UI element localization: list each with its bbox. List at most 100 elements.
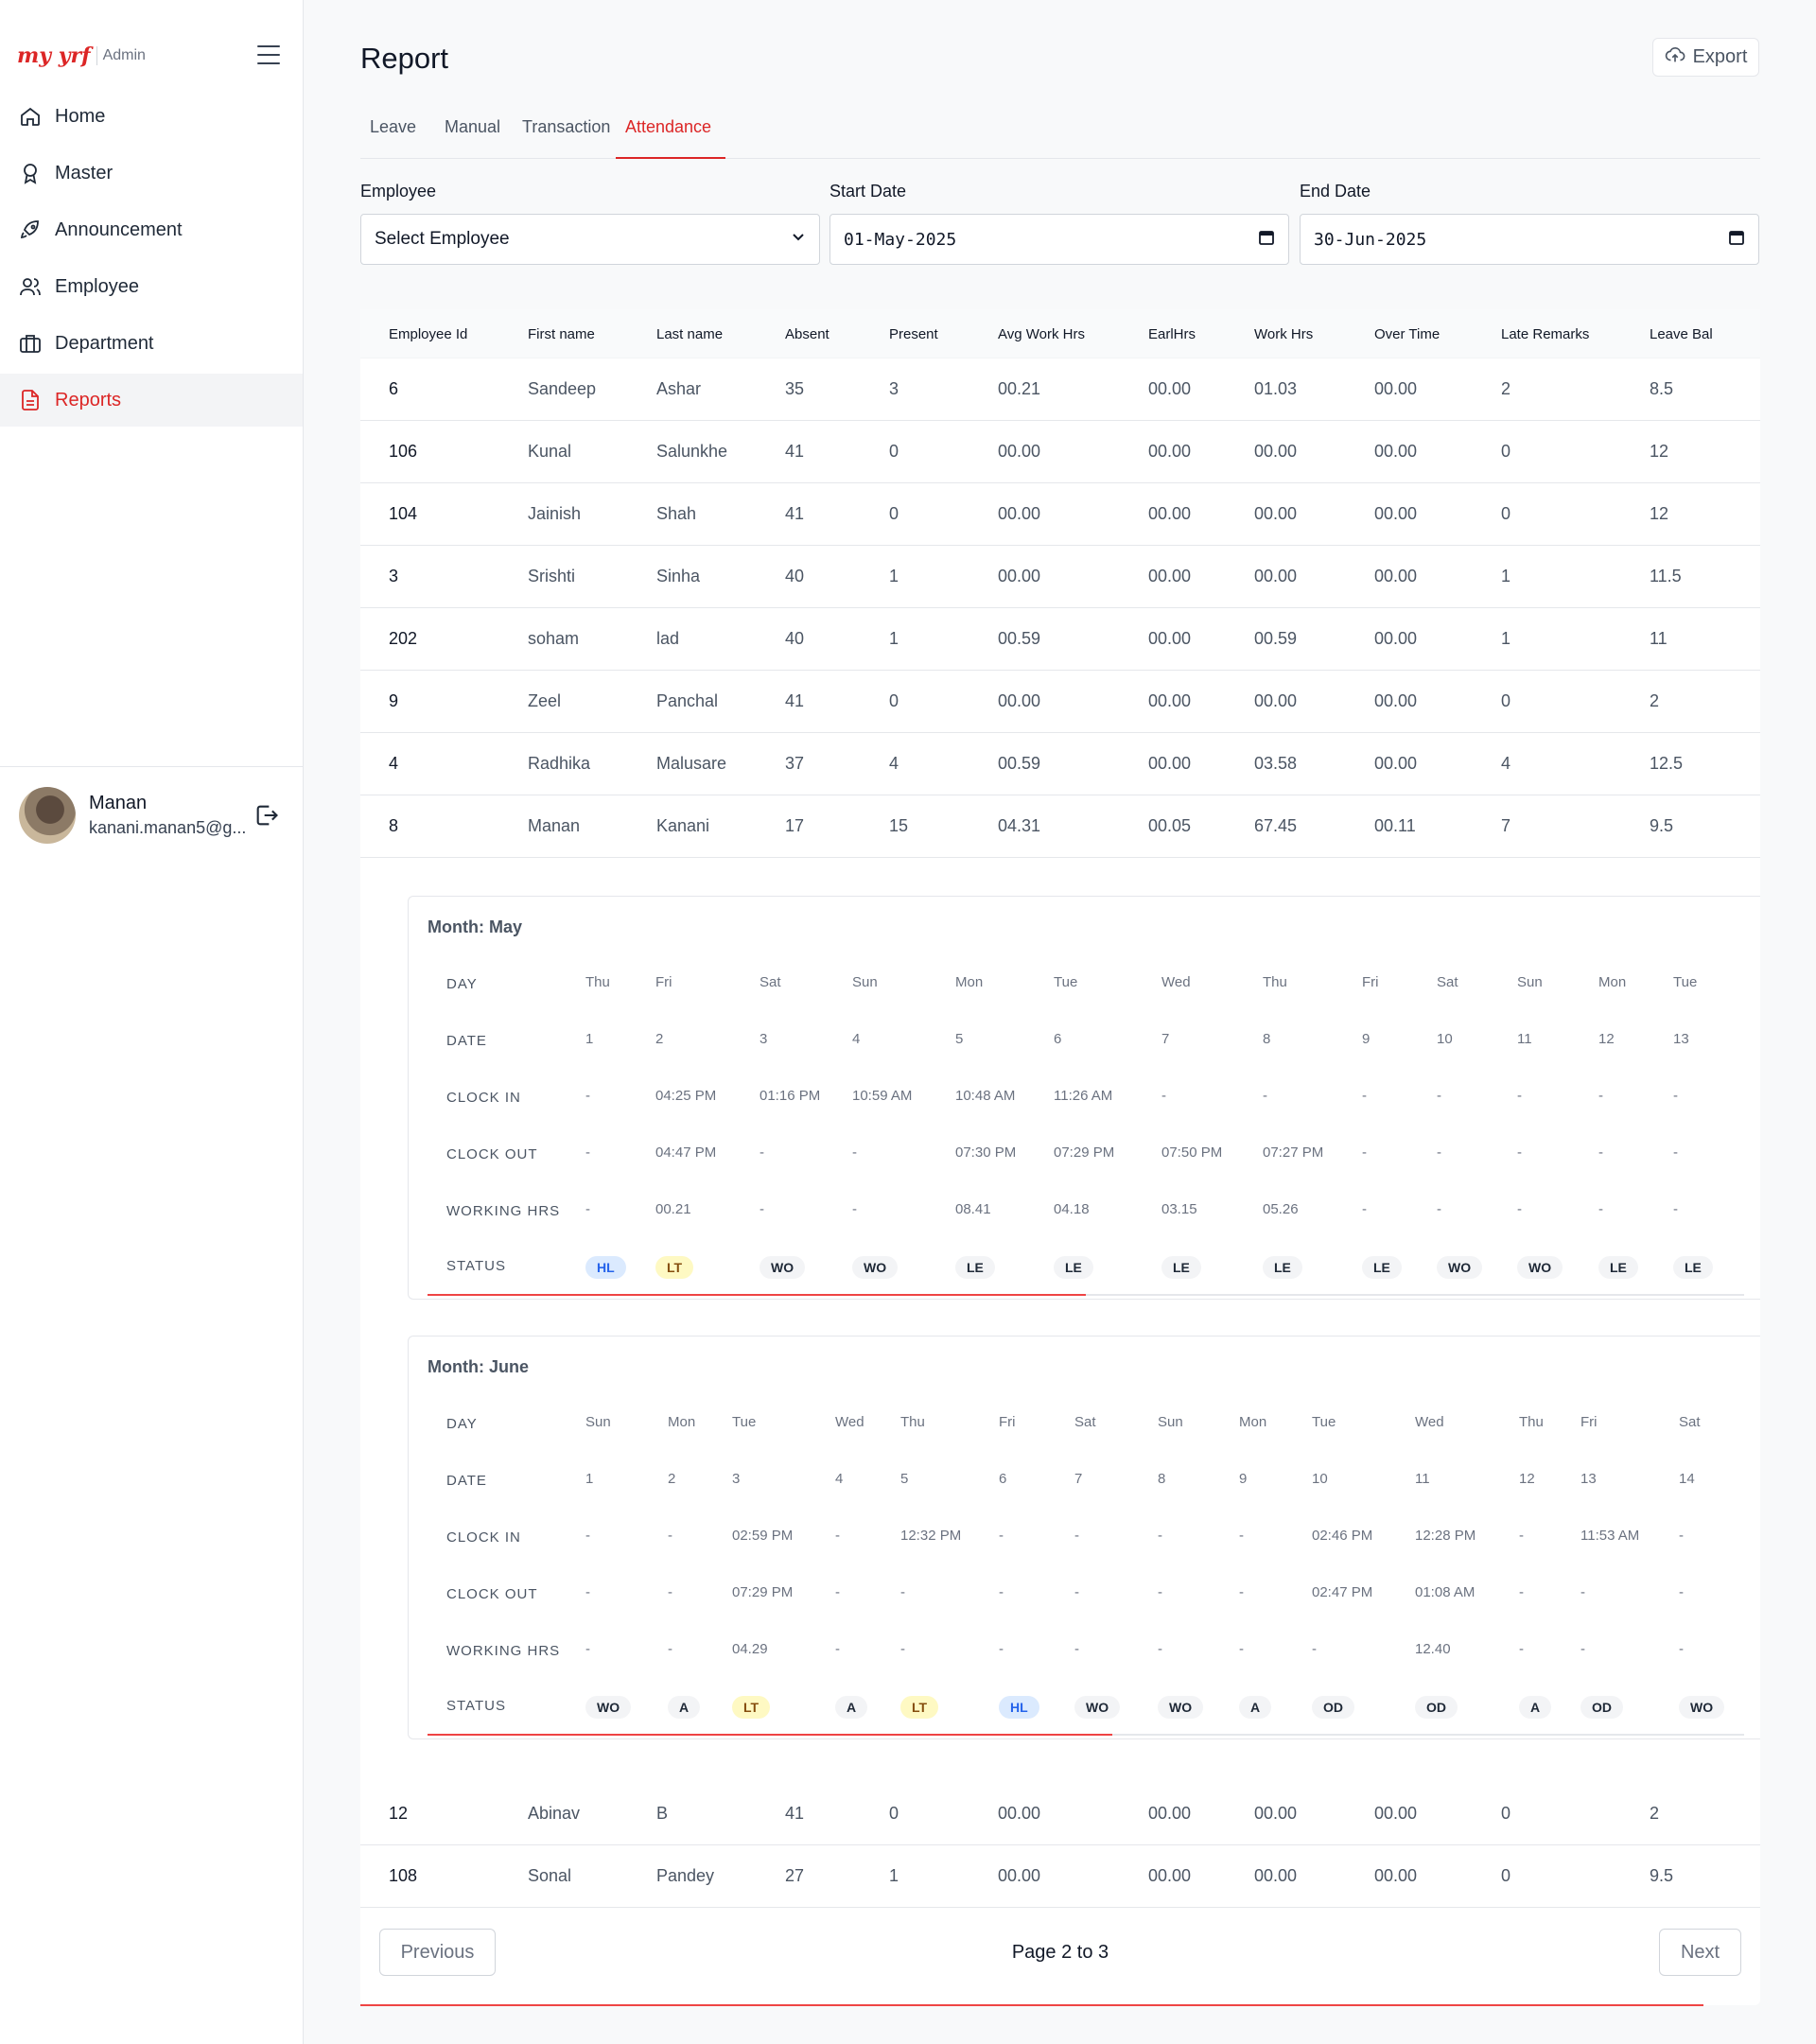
detail-out-cell: - [668,1584,672,1600]
table-row[interactable]: 3 Srishti Sinha 40 1 00.00 00.00 00.00 00.00 1 11.… [360,546,1760,608]
detail-hrs-cell: - [1517,1201,1522,1217]
horizontal-scrollbar[interactable] [360,2004,1703,2006]
table-cell: 00.00 [998,1866,1041,1885]
table-cell: 1 [889,1866,899,1885]
detail-in-cell: 12:32 PM [900,1528,962,1544]
month-scrollbar-thumb[interactable] [428,1734,1112,1736]
table-cell: 7 [1501,816,1511,835]
rocket-icon [19,218,42,241]
detail-date-cell: 11 [1517,1031,1532,1047]
column-header: Employee Id [389,326,468,342]
page-indicator: Page 2 to 3 [1011,1942,1109,1963]
table-cell: Zeel [528,691,562,710]
table-row[interactable]: 104 Jainish Shah 41 0 00.00 00.00 00.00 00.00 0 12 [360,483,1760,546]
avatar[interactable] [19,787,76,844]
tab-transaction[interactable]: Transaction [522,117,611,136]
table-cell: 00.21 [998,379,1041,398]
detail-out-cell: - [1437,1144,1441,1161]
table-cell: 00.00 [1148,691,1192,710]
table-cell: 67.45 [1254,816,1298,835]
table-row[interactable]: 108 Sonal Pandey 27 1 00.00 00.00 00.00 00.00 0 9.… [360,1845,1760,1908]
employee-id-cell: 106 [389,442,418,461]
detail-hrs-cell: - [1074,1641,1079,1657]
table-row[interactable]: 12 Abinav B 41 0 00.00 00.00 00.00 00.00 0 2 [360,1783,1760,1845]
month-scrollbar[interactable] [428,1294,1744,1296]
table-cell: 4 [1501,754,1511,773]
table-row[interactable]: 9 Zeel Panchal 41 0 00.00 00.00 00.00 00.00 0 2 [360,671,1760,733]
detail-day-cell: Thu [1519,1414,1544,1430]
detail-day-cell: Sat [1437,974,1458,990]
previous-button[interactable]: Previous [379,1929,496,1976]
table-cell: 04.31 [998,816,1041,835]
detail-out-cell: - [1517,1144,1522,1161]
detail-hrs-cell: - [668,1641,672,1657]
user-info: Manan kanani.manan5@g... [89,793,246,838]
sidebar-item-announcement[interactable]: Announcement [0,203,303,256]
table-row[interactable]: 106 Kunal Salunkhe 41 0 00.00 00.00 00.00 00.00 0… [360,421,1760,483]
status-badge: A [1519,1696,1552,1719]
start-date-input[interactable]: 01-May-2025 [829,214,1289,265]
chevron-down-icon [791,229,806,250]
table-cell: 12 [1650,442,1669,461]
month-scrollbar[interactable] [428,1734,1744,1736]
calendar-icon[interactable] [1728,229,1745,251]
detail-hrs-cell: 08.41 [955,1201,991,1217]
month-scrollbar-thumb[interactable] [428,1294,1086,1296]
detail-day-cell: Mon [668,1414,696,1430]
tab-manual[interactable]: Manual [445,117,501,136]
table-cell: 1 [1501,629,1511,648]
table-cell: 00.00 [1148,504,1192,523]
tab-attendance[interactable]: Attendance [616,117,725,159]
table-cell: 1 [1501,567,1511,585]
table-cell: 00.00 [1254,1804,1298,1823]
table-row[interactable]: 202 soham lad 40 1 00.59 00.00 00.59 00.00 1 11 [360,608,1760,671]
table-cell: soham [528,629,580,648]
table-row[interactable]: 4 Radhika Malusare 37 4 00.59 00.00 03.58 00.00 4… [360,733,1760,795]
detail-out-cell: - [760,1144,764,1161]
table-cell: Malusare [656,754,727,773]
detail-in-cell: - [1074,1528,1079,1544]
pagination: Previous Page 2 to 3 Next [360,1908,1760,1993]
detail-out-cell: 07:50 PM [1161,1144,1223,1161]
status-badge: WO [1158,1696,1204,1719]
detail-day-cell: Tue [1054,974,1078,990]
detail-in-cell: - [1263,1088,1267,1104]
detail-in-cell: - [835,1528,840,1544]
sidebar-item-employee[interactable]: Employee [0,260,303,313]
table-row[interactable]: 6 Sandeep Ashar 35 3 00.21 00.00 01.03 00.00 2 8.5 [360,358,1760,421]
status-badge: LT [900,1696,939,1719]
detail-date-cell: 9 [1362,1031,1371,1047]
file-text-icon [19,389,42,411]
table-cell: 00.00 [1254,1866,1298,1885]
end-date-input[interactable]: 30-Jun-2025 [1300,214,1759,265]
sidebar-item-reports[interactable]: Reports [0,374,303,427]
detail-out-cell: - [1519,1584,1524,1600]
sidebar-item-home[interactable]: Home [0,90,303,143]
next-button[interactable]: Next [1659,1929,1741,1976]
table-cell: 2 [1501,379,1511,398]
export-button[interactable]: Export [1652,38,1759,77]
menu-toggle-icon[interactable] [257,45,280,64]
employee-id-cell: 4 [389,754,399,773]
employee-select[interactable]: Select Employee [360,214,820,265]
tab-leave[interactable]: Leave [370,117,417,136]
detail-out-cell: 07:30 PM [955,1144,1017,1161]
detail-date-cell: 8 [1263,1031,1271,1047]
table-row[interactable]: 8 Manan Kanani 17 15 04.31 00.05 67.45 00.11 7 9.5 [360,795,1760,858]
logout-icon[interactable] [253,802,280,829]
sidebar-item-department[interactable]: Department [0,317,303,370]
detail-hrs-cell: - [1598,1201,1603,1217]
table-cell: Shah [656,504,697,523]
detail-in-cell: - [1239,1528,1244,1544]
sidebar-item-label: Master [55,162,114,183]
calendar-icon[interactable] [1258,229,1275,251]
brand-divider [96,46,97,65]
month-card-may: Month: May DAY DATE CLOCK IN CLOCK OUT WORKIN… [408,896,1760,1300]
detail-hrs-cell: - [900,1641,905,1657]
brand-logo[interactable]: my yrf Admin [17,44,146,68]
status-badge: A [835,1696,868,1719]
status-badge: WO [760,1256,806,1279]
detail-out-cell: - [1580,1584,1585,1600]
sidebar-item-master[interactable]: Master [0,147,303,200]
table-cell: 01.03 [1254,379,1298,398]
